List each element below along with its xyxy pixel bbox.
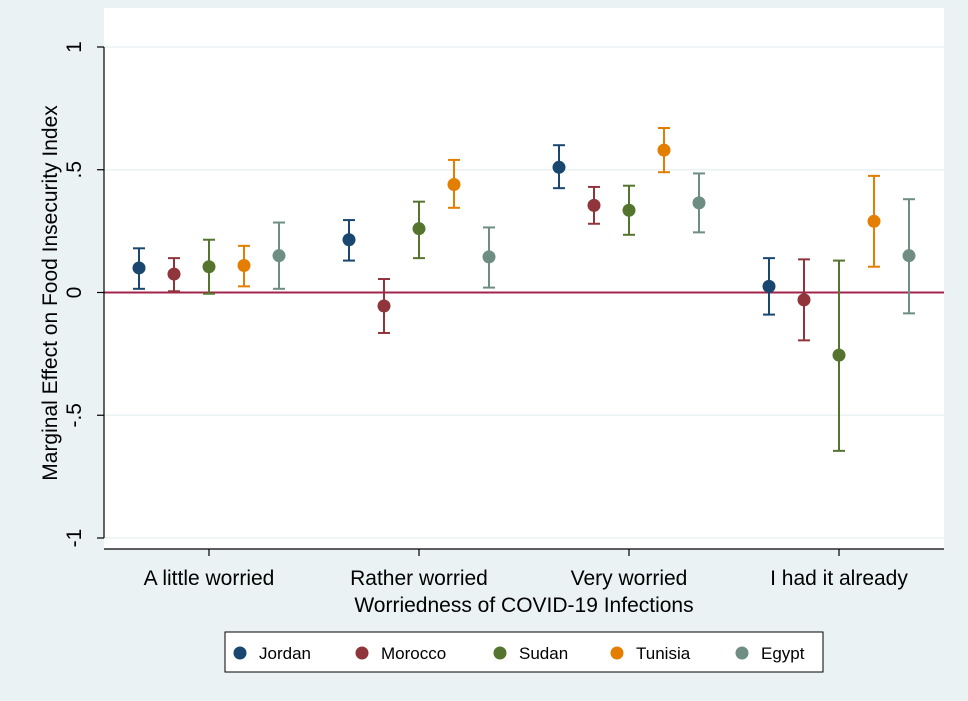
marker-morocco-3	[797, 293, 811, 307]
legend-item-morocco: Morocco	[355, 644, 446, 663]
legend-box	[224, 631, 824, 673]
marker-egypt-3	[902, 249, 916, 263]
x-axis-title: Worriedness of COVID-19 Infections	[354, 594, 693, 617]
x-tick-label-3: I had it already	[770, 567, 908, 590]
point-tunisia-1	[447, 158, 461, 209]
y-tick-label-2: 0	[63, 287, 86, 299]
point-tunisia-3	[867, 174, 881, 268]
marker-tunisia-1	[447, 177, 461, 191]
legend-item-sudan: Sudan	[493, 644, 568, 663]
point-jordan-3	[762, 257, 776, 316]
point-sudan-3	[832, 259, 846, 452]
marker-sudan-2	[622, 203, 636, 217]
data-marks	[132, 127, 916, 452]
legend-marker-egypt	[735, 646, 749, 660]
marker-tunisia-3	[867, 214, 881, 228]
marker-tunisia-0	[237, 258, 251, 272]
marker-egypt-0	[272, 249, 286, 263]
marker-morocco-0	[167, 267, 181, 281]
point-sudan-1	[412, 200, 426, 260]
legend-marker-tunisia	[610, 646, 624, 660]
y-axis-title: Marginal Effect on Food Insecurity Index	[39, 105, 62, 481]
marker-jordan-3	[762, 279, 776, 293]
legend-label-morocco: Morocco	[381, 644, 446, 663]
x-tick-label-1: Rather worried	[350, 567, 488, 590]
legend-label-tunisia: Tunisia	[636, 644, 691, 663]
marker-jordan-2	[552, 160, 566, 174]
marker-egypt-1	[482, 250, 496, 264]
point-jordan-1	[342, 219, 356, 262]
legend-item-tunisia: Tunisia	[610, 644, 691, 663]
x-tick-label-2: Very worried	[571, 567, 688, 590]
point-tunisia-0	[237, 244, 251, 288]
point-egypt-2	[692, 172, 706, 234]
point-egypt-3	[902, 198, 916, 315]
legend-item-jordan: Jordan	[233, 644, 311, 663]
x-tick-label-0: A little worried	[144, 567, 275, 590]
legend-item-egypt: Egypt	[735, 644, 805, 663]
y-tick-label-1: .5	[63, 161, 86, 179]
marker-morocco-1	[377, 299, 391, 313]
legend-label-egypt: Egypt	[761, 644, 805, 663]
point-tunisia-2	[657, 127, 671, 174]
axes: 1 .5 0 -.5 -1 A little worried Rather worried V…	[63, 41, 944, 590]
marker-sudan-1	[412, 222, 426, 236]
legend-marker-morocco	[355, 646, 369, 660]
legend: Jordan Morocco Sudan Tunisia Egypt	[224, 631, 824, 673]
legend-marker-jordan	[233, 646, 247, 660]
y-tick-label-3: -.5	[63, 403, 86, 428]
point-sudan-2	[622, 184, 636, 236]
marker-jordan-0	[132, 261, 146, 275]
marker-sudan-0	[202, 260, 216, 274]
marker-egypt-2	[692, 196, 706, 210]
point-jordan-0	[132, 247, 146, 290]
point-morocco-1	[377, 277, 391, 335]
point-morocco-3	[797, 258, 811, 342]
legend-label-jordan: Jordan	[259, 644, 311, 663]
marker-morocco-2	[587, 198, 601, 212]
legend-label-sudan: Sudan	[519, 644, 568, 663]
point-jordan-2	[552, 144, 566, 190]
legend-marker-sudan	[493, 646, 507, 660]
point-egypt-1	[482, 226, 496, 289]
point-sudan-0	[202, 238, 216, 295]
marker-tunisia-2	[657, 143, 671, 157]
marker-sudan-3	[832, 348, 846, 362]
point-egypt-0	[272, 221, 286, 290]
point-morocco-2	[587, 185, 601, 225]
plot-area	[104, 8, 944, 549]
marker-jordan-1	[342, 233, 356, 247]
point-morocco-0	[167, 257, 181, 293]
y-tick-label-0: 1	[63, 41, 86, 53]
y-tick-label-4: -1	[63, 529, 86, 548]
